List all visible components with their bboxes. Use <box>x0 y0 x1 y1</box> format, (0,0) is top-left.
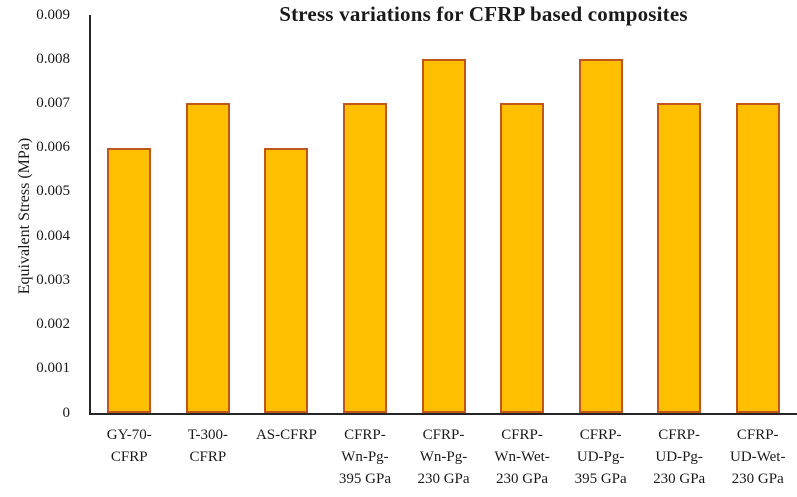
x-category-label: GY-70- CFRP <box>106 427 152 465</box>
x-category-label: T-300- CFRP <box>187 427 228 465</box>
x-category-label: CFRP- UD-Pg- 395 GPa <box>574 427 627 487</box>
bar <box>264 147 309 413</box>
bar <box>657 103 702 413</box>
y-tick-label: 0.004 <box>36 227 70 244</box>
bar <box>185 103 230 413</box>
y-tick-label: 0.006 <box>36 139 70 156</box>
bar <box>500 103 545 413</box>
y-tick-label: 0.007 <box>36 94 70 111</box>
chart-title: Stress variations for CFRP based composi… <box>279 2 688 26</box>
y-tick-label: 0.002 <box>36 316 70 333</box>
y-tick-label: 0.005 <box>36 183 70 200</box>
bar <box>735 103 780 413</box>
y-tick-label: 0.003 <box>36 271 70 288</box>
x-category-label: CFRP- UD-Pg- 230 GPa <box>653 427 706 487</box>
y-tick-label: 0 <box>62 404 71 421</box>
x-category-label: CFRP- Wn-Pg- 395 GPa <box>338 427 391 487</box>
bar <box>421 59 466 413</box>
y-tick-label: 0.008 <box>36 50 70 67</box>
y-tick-label: 0.009 <box>36 6 70 23</box>
y-axis-line <box>89 15 91 414</box>
x-category-label: CFRP- Wn-Pg- 230 GPa <box>417 427 470 487</box>
x-category-label: AS-CFRP <box>255 427 317 443</box>
bar <box>342 103 387 413</box>
x-category-label: CFRP- Wn-Wet- 230 GPa <box>494 427 550 487</box>
x-axis-line <box>89 413 797 415</box>
bar <box>578 59 623 413</box>
y-tick-label: 0.001 <box>36 360 70 377</box>
x-category-label: CFRP- UD-Wet- 230 GPa <box>730 427 786 487</box>
bar <box>107 147 152 413</box>
